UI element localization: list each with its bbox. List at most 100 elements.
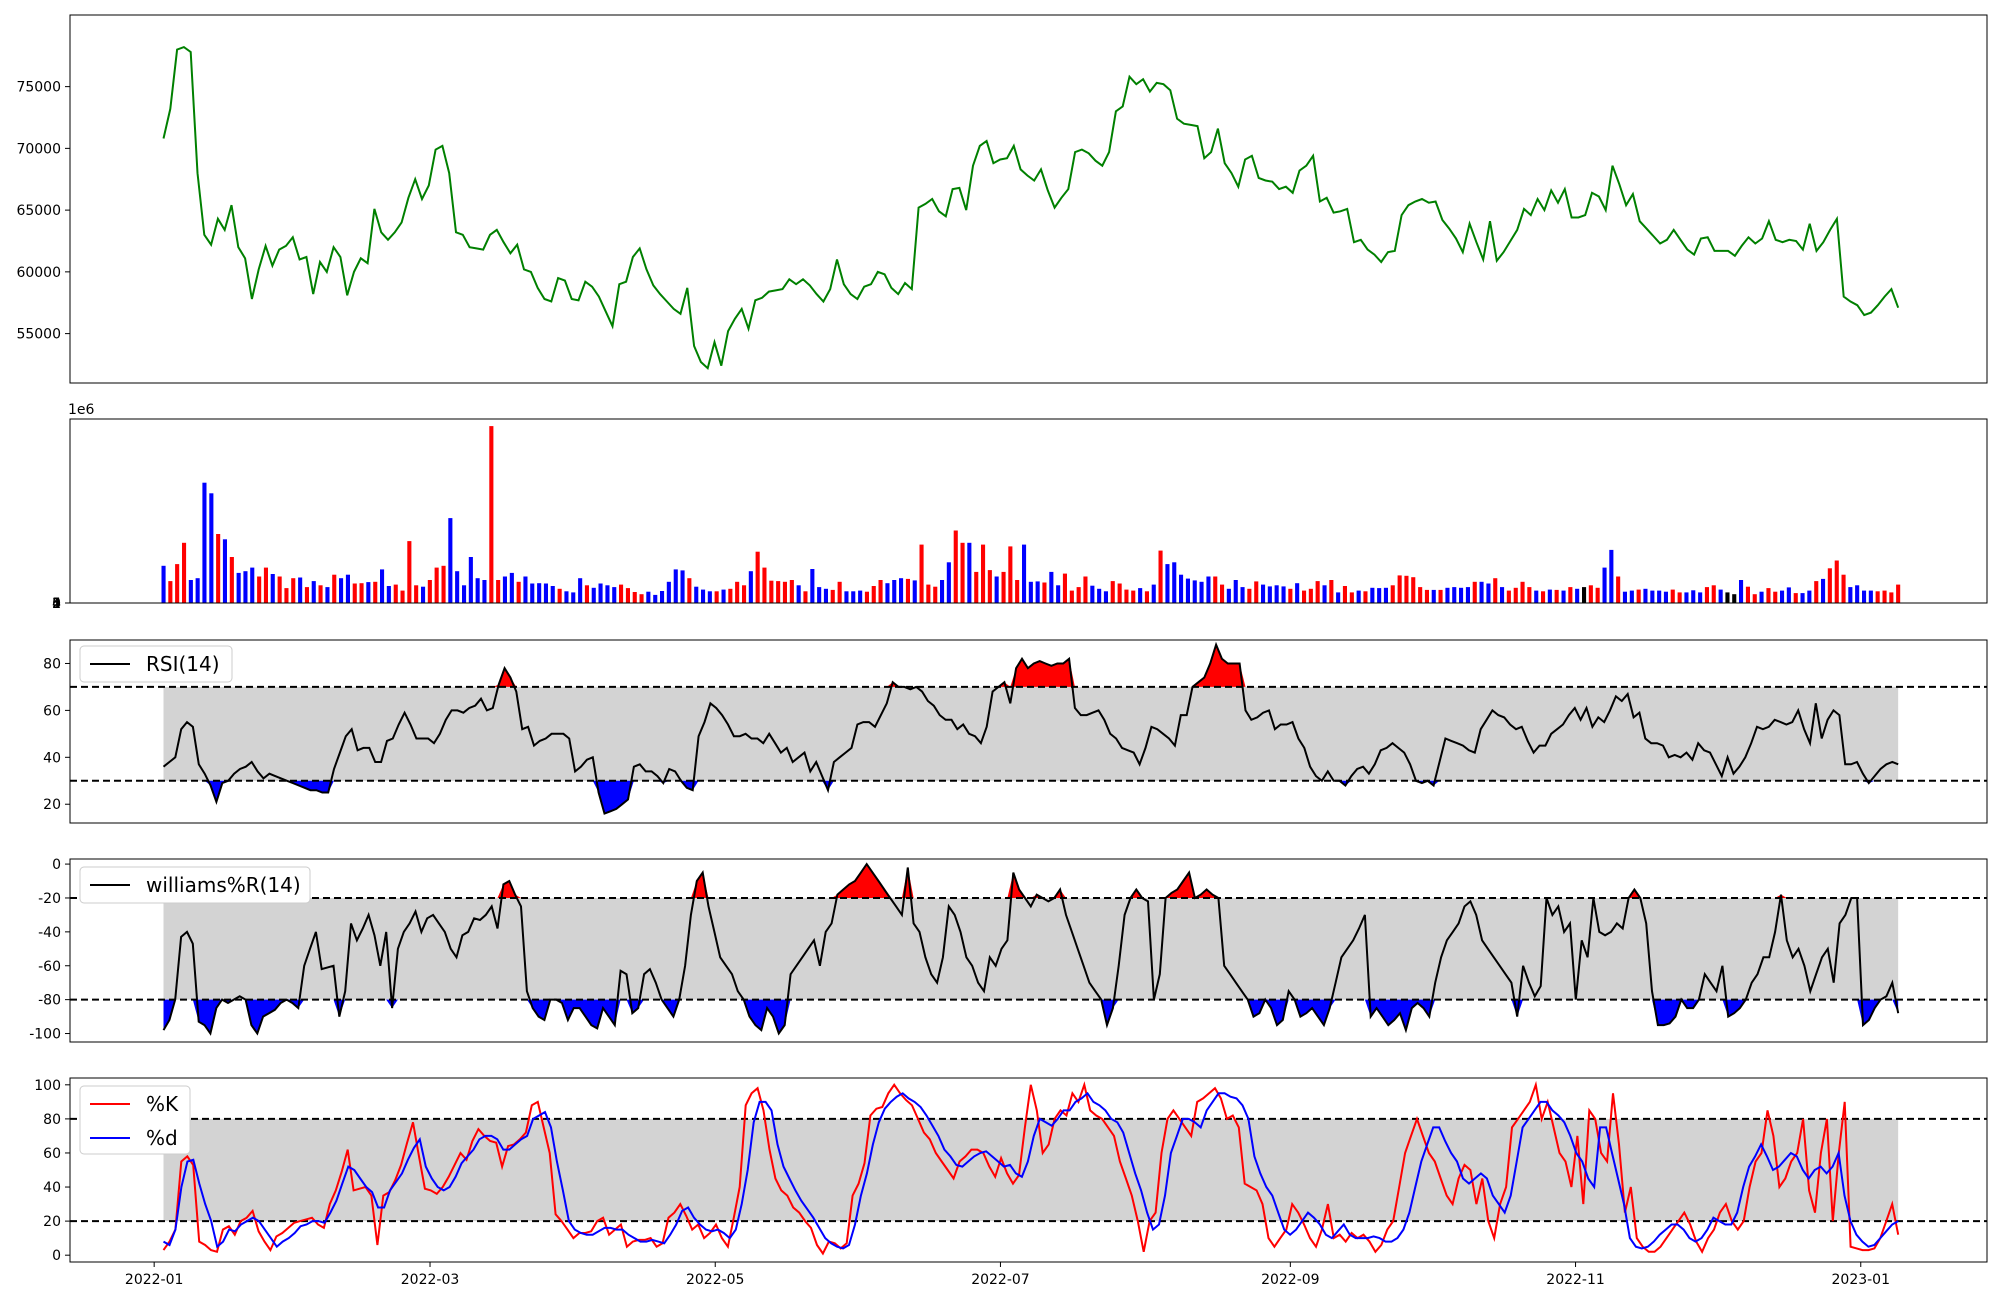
- stochastic-ytick-label: 0: [52, 1248, 61, 1264]
- volume-bar: [974, 571, 979, 603]
- rsi-ytick-label: 60: [43, 703, 61, 719]
- volume-bar: [1288, 588, 1293, 603]
- volume-bar: [953, 530, 958, 603]
- williams-ytick-label: -40: [38, 925, 61, 941]
- x-tick-label: 2022-03: [401, 1272, 460, 1288]
- volume-bar: [646, 591, 651, 603]
- volume-bar: [1261, 584, 1266, 603]
- williams-ytick-label: -80: [38, 993, 61, 1009]
- volume-bar: [1254, 581, 1259, 603]
- volume-bar: [543, 583, 548, 603]
- volume-bar: [1452, 587, 1457, 603]
- x-tick-label: 2022-05: [686, 1272, 745, 1288]
- x-tick-label: 2022-09: [1261, 1272, 1320, 1288]
- volume-bar: [981, 544, 986, 603]
- volume-ytick-label: 2: [52, 596, 61, 612]
- k-legend-label: %K: [146, 1092, 179, 1116]
- volume-bar: [967, 542, 972, 603]
- volume-bar: [1028, 581, 1033, 603]
- volume-bar: [591, 587, 596, 603]
- volume-bar: [468, 557, 473, 603]
- volume-bar: [1342, 586, 1347, 603]
- volume-bar: [236, 572, 241, 603]
- volume-bar: [1745, 586, 1750, 603]
- volume-bar: [1349, 592, 1354, 603]
- volume-bar: [1855, 585, 1860, 603]
- volume-bar: [1773, 591, 1778, 603]
- williams-legend-frame: [79, 866, 311, 904]
- volume-bar: [332, 574, 337, 603]
- volume-bar: [1465, 587, 1470, 603]
- volume-bar: [660, 591, 665, 603]
- volume-bar: [1827, 568, 1832, 603]
- volume-bar: [810, 569, 815, 603]
- volume-bar: [1144, 591, 1149, 603]
- price-ytick-label: 75000: [16, 80, 61, 96]
- volume-bar: [721, 589, 726, 603]
- volume-bar: [1226, 588, 1231, 603]
- volume-bar: [632, 592, 637, 603]
- volume-bar: [373, 581, 378, 603]
- volume-bar: [1295, 583, 1300, 603]
- volume-bar: [707, 591, 712, 603]
- price-ytick-label: 60000: [16, 265, 61, 281]
- rsi-legend-frame: [79, 645, 233, 683]
- volume-bar: [858, 590, 863, 603]
- volume-bar: [851, 591, 856, 603]
- volume-bar: [1698, 592, 1703, 603]
- williams-ytick-label: -100: [29, 1027, 61, 1043]
- volume-bar: [1629, 590, 1634, 603]
- volume-bar: [1663, 591, 1668, 603]
- volume-bar: [1172, 562, 1177, 603]
- volume-bar: [653, 594, 658, 603]
- volume-bar: [694, 586, 699, 603]
- volume-bar: [1882, 590, 1887, 603]
- volume-ytick-label: 0: [52, 596, 61, 612]
- price-line: [162, 45, 1900, 371]
- volume-bar: [1739, 580, 1744, 603]
- williams-legend-label: williams%R(14): [146, 873, 301, 897]
- volume-bar: [871, 586, 876, 603]
- volume-bar: [960, 542, 965, 603]
- stochastic-ytick-label: 40: [43, 1180, 61, 1196]
- volume-bar: [1582, 587, 1587, 603]
- volume-bar: [427, 580, 432, 603]
- volume-bar: [1513, 587, 1518, 603]
- volume-bar: [933, 586, 938, 603]
- volume-ytick-label: 4: [52, 596, 61, 612]
- volume-bar: [345, 574, 350, 603]
- volume-bar: [946, 562, 951, 603]
- volume-bar: [619, 584, 624, 603]
- volume-bar: [1500, 587, 1505, 603]
- volume-bar: [229, 557, 234, 603]
- volume-bar: [1868, 590, 1873, 603]
- volume-bar: [714, 591, 719, 603]
- volume-bar: [1042, 582, 1047, 603]
- x-tick-label: 2022-11: [1546, 1272, 1605, 1288]
- volume-bar: [523, 576, 528, 603]
- volume-bar: [899, 578, 904, 603]
- volume-bar: [1302, 590, 1307, 603]
- volume-bar: [742, 585, 747, 603]
- williams-ytick-label: -20: [38, 891, 61, 907]
- volume-bar: [803, 591, 808, 603]
- stochastic-frame: [69, 1077, 1988, 1263]
- williams-band: [163, 897, 1899, 1000]
- volume-bar: [502, 576, 507, 603]
- rsi-series-line-0: [162, 641, 1899, 815]
- volume-bar: [1356, 590, 1361, 603]
- volume-bar: [1131, 590, 1136, 603]
- volume-bar: [762, 567, 767, 603]
- rsi-ytick-label: 80: [43, 656, 61, 672]
- volume-bar: [1561, 590, 1566, 603]
- volume-bar: [919, 544, 924, 603]
- volume-bar: [666, 581, 671, 603]
- volume-bar: [1411, 577, 1416, 603]
- volume-bar: [1267, 586, 1272, 603]
- volume-ytick-label: 3: [52, 596, 61, 612]
- volume-bar: [530, 583, 535, 603]
- volume-bar: [1438, 589, 1443, 603]
- volume-bar: [1506, 590, 1511, 603]
- volume-bar: [1718, 589, 1723, 603]
